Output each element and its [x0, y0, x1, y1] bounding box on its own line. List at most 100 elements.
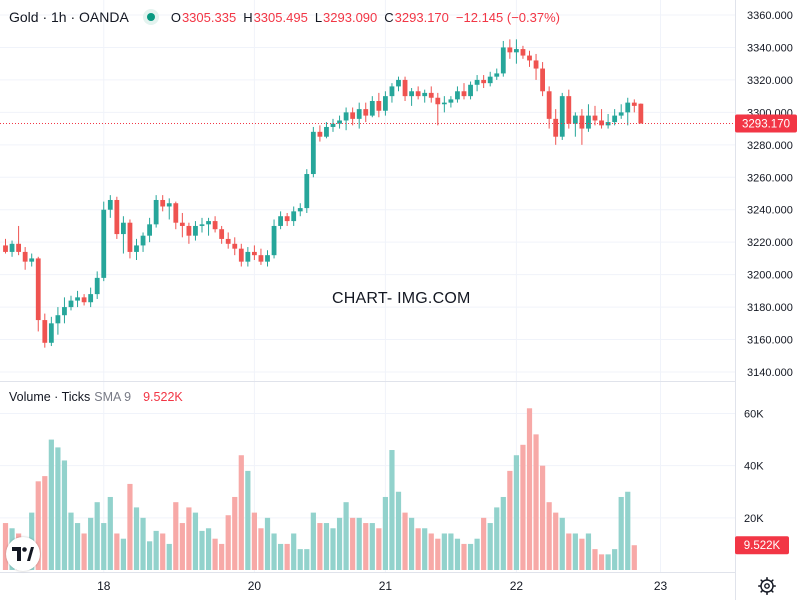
volume-bar: [526, 408, 533, 570]
volume-bar: [585, 533, 592, 570]
volume-bar: [566, 533, 572, 570]
volume-bar: [147, 541, 153, 570]
candle-body: [35, 258, 41, 321]
candle-body: [533, 60, 539, 69]
volume-title[interactable]: Volume · Ticks: [9, 390, 91, 404]
volume-bar: [48, 439, 54, 570]
candle-body: [435, 97, 441, 105]
price-overlays: 3293.170 9.522K: [0, 114, 797, 555]
price-tick-label: 3180.000: [747, 302, 793, 314]
volume-tick-label: 20K: [744, 513, 764, 525]
candle-body: [481, 79, 487, 84]
volume-bar: [605, 554, 611, 570]
candle-body: [428, 92, 434, 98]
volume-bar: [467, 543, 474, 570]
candle-body: [500, 47, 506, 74]
price-tick-label: 3140.000: [747, 367, 793, 379]
grid-lines: [0, 0, 736, 600]
price-tick-label: 3340.000: [747, 42, 793, 54]
gear-icon[interactable]: [758, 577, 776, 595]
candle-body: [153, 199, 159, 225]
candle-body: [422, 92, 428, 97]
candle-body: [559, 96, 565, 137]
volume-bar: [553, 512, 559, 570]
candle-body: [3, 245, 8, 252]
candle-body: [441, 102, 447, 105]
symbol-legend[interactable]: Gold · 1h · OANDA O 3305.335 H 3305.495 …: [9, 8, 567, 26]
volume-legend[interactable]: Volume · Ticks SMA 9 9.522K: [9, 390, 183, 404]
volume-bar: [107, 496, 113, 570]
tradingview-logo-icon[interactable]: [6, 537, 40, 571]
volume-bar: [140, 517, 146, 570]
candle-body: [415, 91, 421, 97]
candle-body: [356, 109, 362, 119]
candle-body: [546, 91, 552, 119]
candle-body: [206, 221, 211, 225]
volume-bar: [343, 502, 349, 570]
candle-body: [638, 103, 644, 124]
candle-body: [540, 68, 545, 92]
candle-body: [396, 79, 401, 87]
volume-bar: [271, 533, 277, 570]
volume-bar: [179, 523, 185, 570]
volume-bar: [369, 523, 375, 570]
candle-body: [114, 199, 120, 235]
candle-body: [317, 131, 323, 137]
price-axis: 3360.0003340.0003320.0003300.0003280.000…: [747, 10, 793, 379]
candle-body: [310, 131, 316, 175]
candle-body: [252, 251, 257, 256]
volume-bar: [356, 517, 362, 570]
symbol-title[interactable]: Gold · 1h · OANDA: [9, 9, 129, 25]
volume-bar: [238, 455, 244, 570]
volume-bar: [245, 470, 251, 570]
volume-bar: [513, 455, 519, 570]
volume-bar: [94, 502, 100, 570]
volume-bar: [258, 528, 264, 570]
candle-body: [514, 49, 519, 53]
candle-body: [409, 91, 414, 97]
market-status-icon[interactable]: [142, 9, 159, 25]
last-volume-label: 9.522K: [744, 540, 781, 552]
price-tick-label: 3160.000: [747, 335, 793, 347]
volume-bar: [395, 491, 402, 570]
volume-bar: [317, 523, 323, 570]
volume-bar: [310, 512, 316, 570]
candle-body: [140, 235, 146, 246]
time-tick-label: 22: [510, 579, 524, 593]
candle-body: [494, 73, 500, 77]
candle-body: [605, 122, 611, 126]
status-dot: [146, 13, 155, 21]
volume-bar: [428, 533, 434, 570]
volume-bar: [186, 507, 192, 570]
high-value: 3305.495: [253, 9, 308, 25]
candle-body: [271, 225, 277, 256]
volume-bar: [422, 528, 428, 570]
volume-bar: [61, 460, 68, 570]
candle-body: [278, 216, 283, 226]
volume-bar: [572, 533, 578, 570]
volume-bar: [160, 533, 166, 570]
candle-body: [586, 115, 591, 129]
volume-bar: [205, 528, 212, 570]
candle-body: [461, 91, 467, 97]
volume-bar: [487, 523, 493, 570]
price-tick-label: 3260.000: [747, 172, 793, 184]
volume-bar: [199, 530, 205, 570]
candle-body: [199, 224, 205, 226]
time-tick-label: 23: [654, 579, 668, 593]
volume-bar: [2, 523, 9, 570]
volume-bar: [350, 517, 356, 570]
watermark: CHART- IMG.COM: [332, 290, 471, 307]
volume-bar: [173, 502, 179, 570]
candle-body: [212, 221, 218, 230]
volume-bar: [35, 481, 41, 570]
candle-body: [572, 115, 578, 124]
candle-body: [186, 225, 192, 236]
volume-bar: [55, 447, 61, 570]
candle-body: [612, 115, 618, 123]
candle-body: [284, 216, 290, 222]
volume-bar: [546, 502, 552, 570]
candle-body: [258, 255, 264, 262]
volume-bar: [336, 517, 343, 570]
